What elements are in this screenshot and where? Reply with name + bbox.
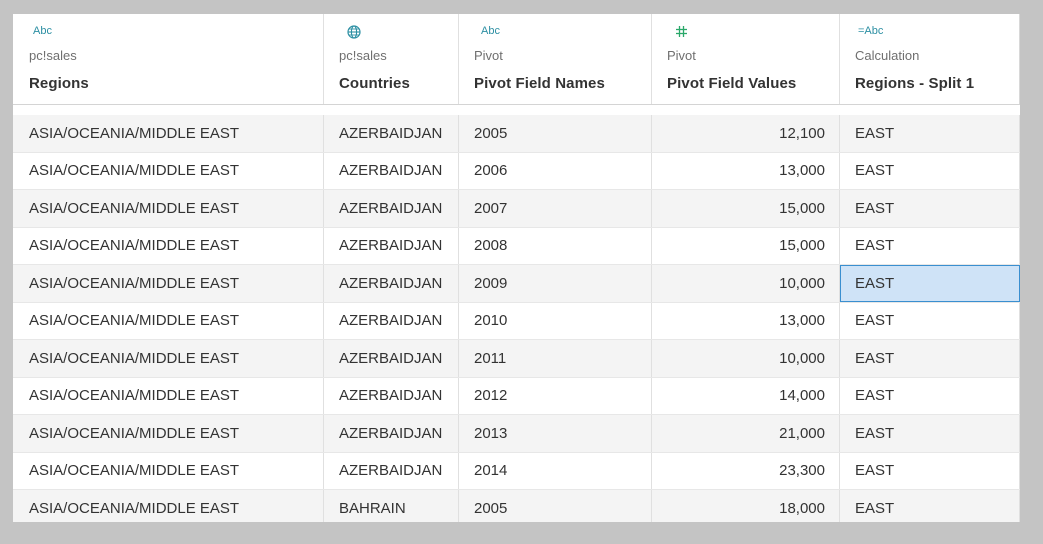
table-cell[interactable]: ASIA/OCEANIA/MIDDLE EAST [13, 115, 324, 152]
table-cell[interactable]: EAST [840, 340, 1020, 377]
table-cell[interactable]: 2008 [459, 227, 652, 264]
table-body: ASIA/OCEANIA/MIDDLE EAST AZERBAIDJAN 2005 1… [13, 115, 1020, 522]
table-cell[interactable]: 2005 [459, 490, 652, 522]
table-cell[interactable]: ASIA/OCEANIA/MIDDLE EAST [13, 265, 324, 302]
table-cell[interactable]: EAST [840, 115, 1020, 152]
table-cell[interactable]: ASIA/OCEANIA/MIDDLE EAST [13, 340, 324, 377]
table-cell[interactable]: BAHRAIN [324, 490, 459, 522]
data-grid: Abc pc!sales Regions pc!sales Countries … [13, 14, 1020, 522]
column-header-regions[interactable]: Abc pc!sales Regions [13, 14, 324, 104]
table-cell[interactable]: ASIA/OCEANIA/MIDDLE EAST [13, 302, 324, 339]
globe-icon[interactable] [347, 25, 361, 39]
table-cell[interactable]: EAST [840, 190, 1020, 227]
table-cell[interactable]: 13,000 [652, 302, 840, 339]
column-source-label: Pivot [474, 48, 503, 63]
table-cell[interactable]: 2013 [459, 415, 652, 452]
column-header-countries[interactable]: pc!sales Countries [324, 14, 459, 104]
table-cell[interactable]: 14,000 [652, 377, 840, 414]
string-type-icon[interactable]: Abc [481, 25, 500, 37]
table-cell[interactable]: ASIA/OCEANIA/MIDDLE EAST [13, 490, 324, 522]
table-row[interactable]: ASIA/OCEANIA/MIDDLE EAST AZERBAIDJAN 2012 1… [13, 377, 1020, 415]
table-cell[interactable]: EAST [840, 377, 1020, 414]
table-cell[interactable]: ASIA/OCEANIA/MIDDLE EAST [13, 415, 324, 452]
column-source-label: pc!sales [339, 48, 387, 63]
table-row[interactable]: ASIA/OCEANIA/MIDDLE EAST AZERBAIDJAN 2006 1… [13, 152, 1020, 190]
table-cell[interactable]: 15,000 [652, 227, 840, 264]
table-cell[interactable]: 2012 [459, 377, 652, 414]
table-cell[interactable]: EAST [840, 490, 1020, 522]
column-source-label: Pivot [667, 48, 696, 63]
table-row[interactable]: ASIA/OCEANIA/MIDDLE EAST AZERBAIDJAN 2009 1… [13, 265, 1020, 303]
table-cell[interactable]: 2009 [459, 265, 652, 302]
table-cell[interactable]: 2007 [459, 190, 652, 227]
hash-icon[interactable] [675, 25, 688, 38]
table-cell[interactable]: ASIA/OCEANIA/MIDDLE EAST [13, 190, 324, 227]
table-cell[interactable]: 2011 [459, 340, 652, 377]
table-cell[interactable]: AZERBAIDJAN [324, 190, 459, 227]
table-cell[interactable]: AZERBAIDJAN [324, 115, 459, 152]
column-name-label[interactable]: Countries [339, 75, 410, 92]
table-cell[interactable]: ASIA/OCEANIA/MIDDLE EAST [13, 452, 324, 489]
table-cell[interactable]: EAST [840, 265, 1020, 302]
table-cell[interactable]: AZERBAIDJAN [324, 340, 459, 377]
table-cell[interactable]: 10,000 [652, 340, 840, 377]
table-row[interactable]: ASIA/OCEANIA/MIDDLE EAST BAHRAIN 2005 18,00… [13, 490, 1020, 522]
table-row[interactable]: ASIA/OCEANIA/MIDDLE EAST AZERBAIDJAN 2008 1… [13, 227, 1020, 265]
table-cell[interactable]: EAST [840, 152, 1020, 189]
column-name-label[interactable]: Regions [29, 75, 89, 92]
column-header-pivot-field-values[interactable]: Pivot Pivot Field Values [652, 14, 840, 104]
column-name-label[interactable]: Pivot Field Names [474, 75, 605, 92]
table-cell[interactable]: 13,000 [652, 152, 840, 189]
table-cell[interactable]: ASIA/OCEANIA/MIDDLE EAST [13, 152, 324, 189]
string-type-icon[interactable]: Abc [33, 25, 52, 37]
table-cell[interactable]: 10,000 [652, 265, 840, 302]
table-cell[interactable]: 18,000 [652, 490, 840, 522]
table-row[interactable]: ASIA/OCEANIA/MIDDLE EAST AZERBAIDJAN 2010 1… [13, 302, 1020, 340]
table-cell[interactable]: EAST [840, 302, 1020, 339]
table-cell[interactable]: AZERBAIDJAN [324, 415, 459, 452]
column-source-label: Calculation [855, 48, 920, 63]
table-cell[interactable]: 21,000 [652, 415, 840, 452]
table-cell[interactable]: AZERBAIDJAN [324, 452, 459, 489]
table-row[interactable]: ASIA/OCEANIA/MIDDLE EAST AZERBAIDJAN 2005 1… [13, 115, 1020, 153]
column-name-label[interactable]: Pivot Field Values [667, 75, 797, 92]
table-row[interactable]: ASIA/OCEANIA/MIDDLE EAST AZERBAIDJAN 2014 2… [13, 452, 1020, 490]
table-cell[interactable]: AZERBAIDJAN [324, 302, 459, 339]
column-header-regions-split-1[interactable]: =Abc Calculation Regions - Split 1 [840, 14, 1020, 104]
table-cell[interactable]: 2006 [459, 152, 652, 189]
table-cell[interactable]: ASIA/OCEANIA/MIDDLE EAST [13, 377, 324, 414]
table-cell[interactable]: AZERBAIDJAN [324, 377, 459, 414]
column-name-label[interactable]: Regions - Split 1 [855, 75, 975, 92]
table-cell[interactable]: AZERBAIDJAN [324, 265, 459, 302]
calculated-string-icon[interactable]: =Abc [858, 25, 884, 37]
table-cell[interactable]: 23,300 [652, 452, 840, 489]
table-row[interactable]: ASIA/OCEANIA/MIDDLE EAST AZERBAIDJAN 2007 1… [13, 190, 1020, 228]
column-header-bar: Abc pc!sales Regions pc!sales Countries … [13, 14, 1020, 105]
table-cell[interactable]: EAST [840, 452, 1020, 489]
table-cell[interactable]: EAST [840, 227, 1020, 264]
table-cell[interactable]: 2014 [459, 452, 652, 489]
table-cell[interactable]: 12,100 [652, 115, 840, 152]
table-cell[interactable]: AZERBAIDJAN [324, 152, 459, 189]
table-cell[interactable]: AZERBAIDJAN [324, 227, 459, 264]
column-source-label: pc!sales [29, 48, 77, 63]
table-row[interactable]: ASIA/OCEANIA/MIDDLE EAST AZERBAIDJAN 2013 2… [13, 415, 1020, 453]
table-cell[interactable]: 2010 [459, 302, 652, 339]
table-cell[interactable]: 15,000 [652, 190, 840, 227]
column-header-pivot-field-names[interactable]: Abc Pivot Pivot Field Names [459, 14, 652, 104]
table-cell[interactable]: EAST [840, 415, 1020, 452]
table-cell[interactable]: ASIA/OCEANIA/MIDDLE EAST [13, 227, 324, 264]
table-row[interactable]: ASIA/OCEANIA/MIDDLE EAST AZERBAIDJAN 2011 1… [13, 340, 1020, 378]
table-cell[interactable]: 2005 [459, 115, 652, 152]
